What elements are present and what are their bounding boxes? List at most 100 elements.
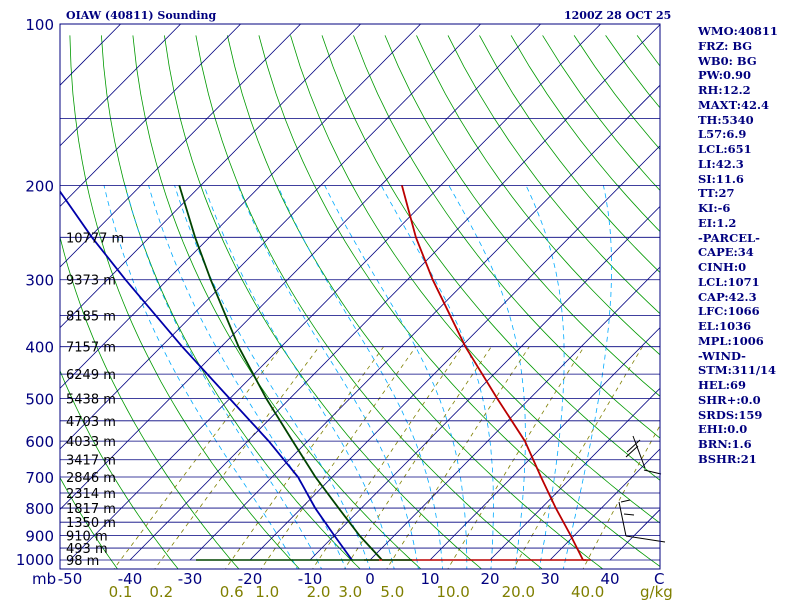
wind-barbs: [618, 435, 666, 543]
moist-adiabat-line: [277, 185, 443, 569]
index-item: CAP:42.3: [698, 289, 757, 304]
mixing-ratio-line: [344, 346, 492, 569]
isotherm-line: [60, 24, 421, 389]
index-item: MAXT:42.4: [698, 97, 769, 112]
isotherm-line: [129, 24, 660, 561]
wind-barb: [618, 501, 627, 537]
pressure-tick-label: 900: [25, 527, 54, 545]
sounding-profiles: [60, 185, 591, 561]
index-item: L57:6.9: [698, 127, 747, 142]
height-label: 2314 m: [66, 487, 116, 502]
dry-adiabat-line: [416, 35, 660, 356]
temperature-tick-label: 0: [365, 570, 375, 588]
moist-adiabat-line: [448, 185, 526, 569]
moist-adiabat-line: [525, 185, 565, 569]
height-label: 4033 m: [66, 435, 116, 450]
dewpoint-profile-line: [178, 185, 383, 561]
index-item: SI:11.6: [698, 171, 744, 186]
height-label: 10777 m: [66, 231, 124, 246]
height-label: 6249 m: [66, 368, 116, 383]
dry-adiabat-line: [195, 35, 543, 569]
isotherm-line: [489, 387, 660, 561]
dry-adiabat-line: [447, 35, 660, 315]
temperature-tick-label: -20: [238, 570, 263, 588]
mixing-ratio-tick-label: 10.0: [436, 583, 469, 600]
index-item: KI:-6: [698, 201, 731, 215]
isobar-lines: [60, 24, 660, 561]
mixing-ratio-tick-label: 1.0: [255, 583, 279, 600]
index-item: BRN:1.6: [698, 437, 752, 451]
dry-adiabat-line: [258, 35, 660, 567]
pressure-tick-label: 1000: [16, 551, 54, 569]
temperature-profile-line: [401, 185, 584, 561]
dry-adiabat-line: [164, 35, 483, 569]
isotherm-line: [369, 266, 660, 561]
wind-barb: [625, 535, 666, 543]
adiabat-lines: [0, 35, 800, 571]
mixing-ratio-line: [582, 424, 660, 569]
temperature-tick-label: -40: [118, 570, 143, 588]
index-item: WMO:40811: [698, 24, 778, 38]
pressure-tick-label: 500: [25, 391, 54, 409]
wind-barb: [620, 499, 631, 503]
index-item: TT:27: [698, 186, 735, 201]
isotherm-line: [60, 24, 241, 208]
pressure-tick-label: 300: [25, 272, 54, 290]
dry-adiabat-line: [795, 35, 800, 571]
height-label: 2846 m: [66, 471, 116, 486]
mixing-ratio-line: [386, 346, 530, 569]
index-item: SRDS:159: [698, 407, 763, 422]
index-item: LCL:1071: [698, 274, 760, 289]
height-label: 98 m: [66, 554, 99, 569]
mixing-ratio-tick-label: 40.0: [571, 583, 604, 600]
pressure-tick-label: 600: [25, 433, 54, 451]
moist-adiabat-line: [203, 185, 395, 569]
dry-adiabat-line: [353, 35, 660, 439]
wind-barb: [626, 439, 641, 453]
dry-adiabat-line: [384, 35, 660, 397]
dry-adiabat-line: [69, 35, 301, 569]
index-item: PW:0.90: [698, 68, 752, 83]
height-label: 4703 m: [66, 415, 116, 430]
moist-adiabat-line: [562, 185, 612, 569]
sounding-time: 1200Z 28 OCT 25: [564, 9, 672, 22]
index-item: RH:12.2: [698, 83, 751, 97]
index-item: STM:311/14: [698, 363, 777, 378]
virtual_parcel-profile-line: [60, 189, 353, 561]
isotherm-line: [429, 327, 660, 561]
mixing-ratio-line: [312, 346, 463, 569]
wind-barb: [643, 469, 662, 475]
mixing-ratio-line: [154, 346, 320, 569]
temperature-tick-label: -30: [178, 570, 203, 588]
dry-adiabat-line: [132, 35, 422, 569]
index-item: EHI:0.0: [698, 422, 748, 437]
index-item: EL:1036: [698, 319, 752, 333]
plot-frame: [59, 23, 661, 570]
index-item: TH:5340: [698, 112, 754, 127]
mixing-ratio-line: [260, 346, 417, 569]
index-item: SHR+:0.0: [698, 392, 761, 407]
moist-adiabat-line: [324, 185, 468, 569]
wind-barb: [632, 435, 646, 469]
pressure-tick-label: 200: [25, 177, 54, 195]
isotherm-line: [60, 24, 361, 329]
wind-barb: [623, 513, 635, 516]
mixing-ratio-unit-label: g/kg: [640, 583, 673, 600]
index-list: WMO:40811 FRZ: BG WB0: BG PW:0.90 RH:12.2 MAX…: [698, 24, 778, 467]
dry-adiabat-line: [60, 235, 240, 569]
isotherm-line: [549, 448, 660, 561]
dry-adiabat-line: [321, 35, 660, 481]
isotherm-line: [69, 24, 601, 561]
index-item: WB0: BG: [698, 53, 757, 68]
isotherm-line: [60, 24, 181, 147]
height-label: 3417 m: [66, 454, 116, 469]
dry-adiabat-line: [0, 35, 58, 571]
dry-adiabat-line: [290, 35, 660, 524]
height-label: 9373 m: [66, 274, 116, 289]
index-item: CAPE:34: [698, 245, 754, 260]
height-label: 8185 m: [66, 310, 116, 325]
temperature-tick-label: 20: [480, 570, 499, 588]
moist-adiabat-line: [124, 185, 323, 569]
index-item: HEL:69: [698, 378, 746, 392]
